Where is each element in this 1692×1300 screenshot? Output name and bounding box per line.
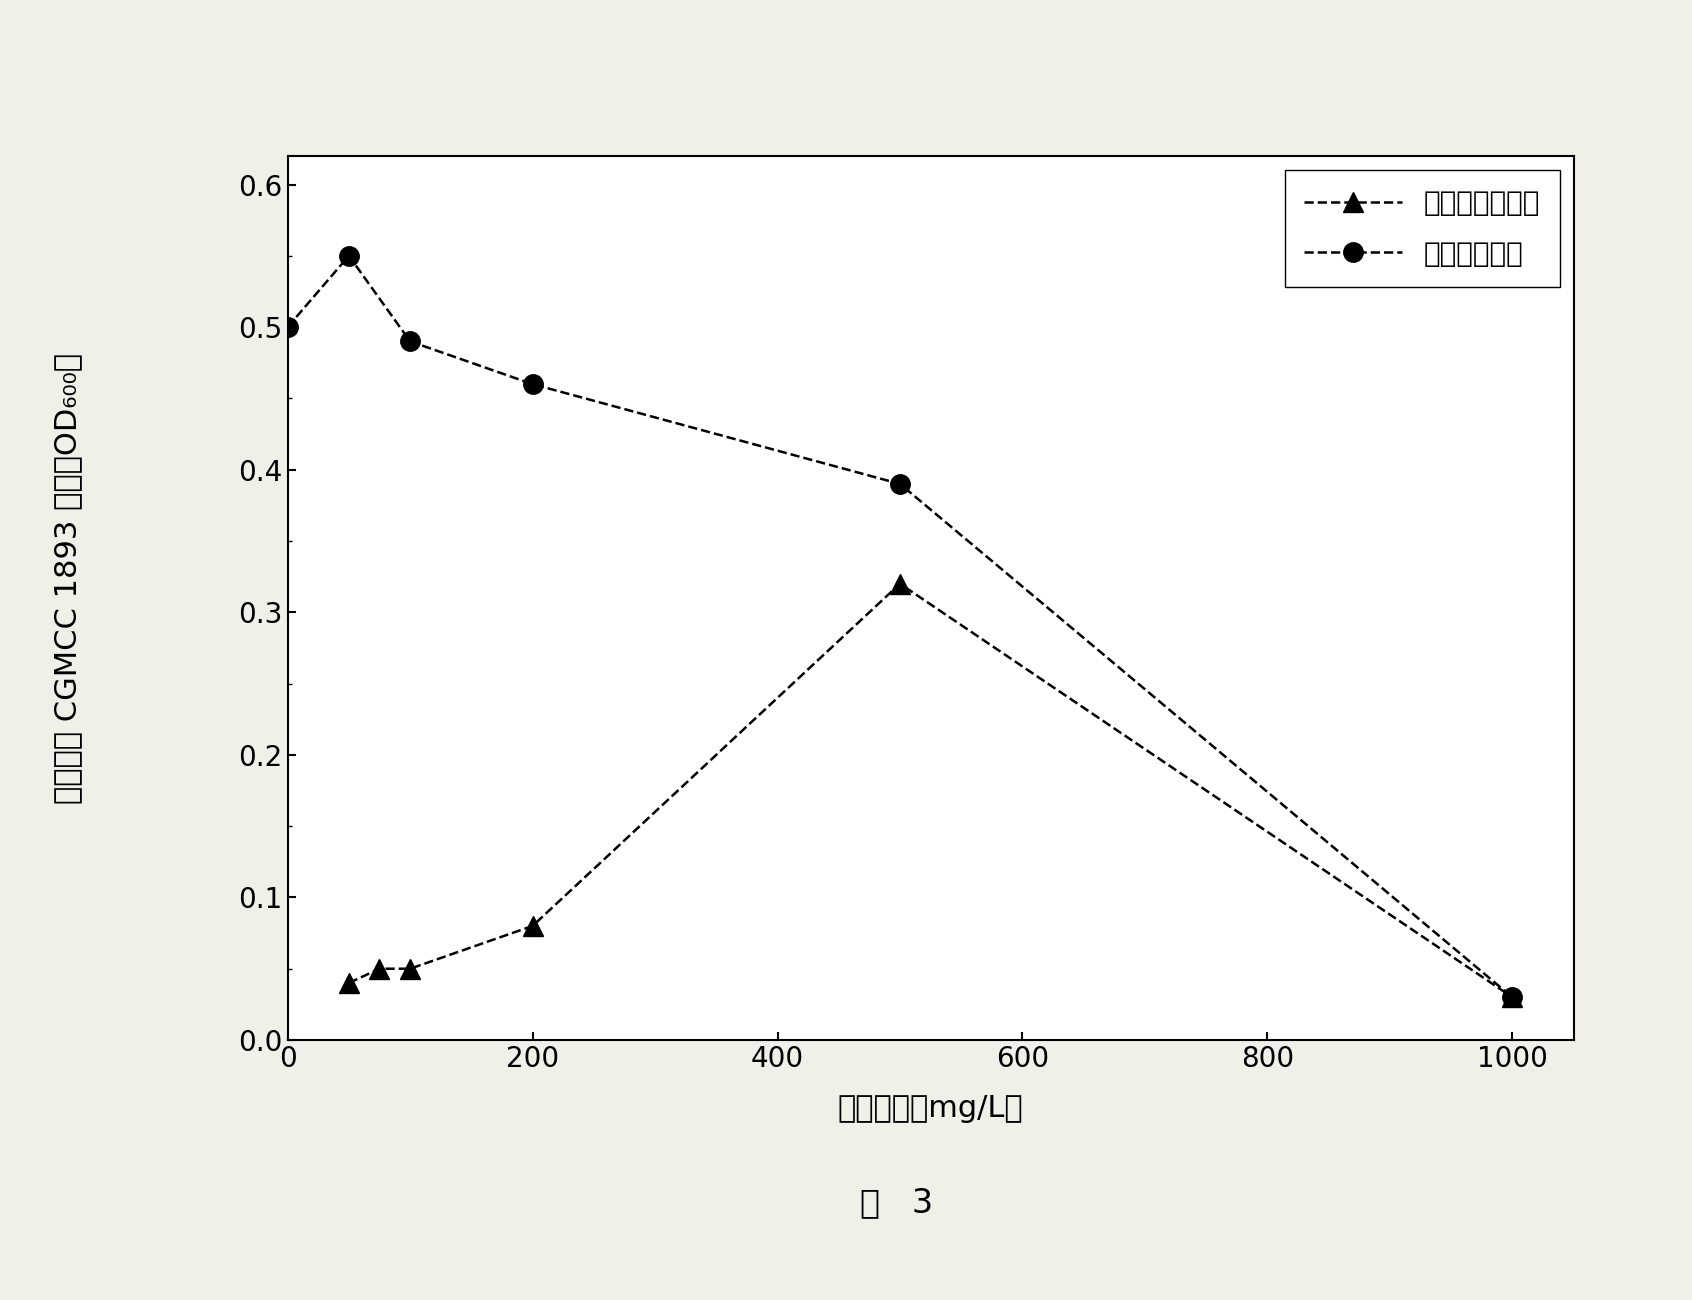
甲烷存在条件 bbox=[890, 476, 910, 491]
甲烷不存在条件 bbox=[338, 975, 359, 991]
Text: 混合菌群 CGMCC 1893 浓度（OD₆₀₀）: 混合菌群 CGMCC 1893 浓度（OD₆₀₀） bbox=[52, 354, 83, 803]
甲烷不存在条件 bbox=[523, 918, 543, 933]
甲烷存在条件 bbox=[399, 334, 420, 350]
Legend: 甲烷不存在条件, 甲烷存在条件: 甲烷不存在条件, 甲烷存在条件 bbox=[1284, 170, 1560, 287]
X-axis label: 苯酚浓度（mg/L）: 苯酚浓度（mg/L） bbox=[838, 1093, 1024, 1123]
甲烷不存在条件 bbox=[369, 961, 389, 976]
甲烷不存在条件 bbox=[890, 576, 910, 592]
甲烷存在条件 bbox=[338, 248, 359, 264]
Line: 甲烷存在条件: 甲烷存在条件 bbox=[277, 246, 1523, 1008]
甲烷存在条件 bbox=[277, 320, 298, 335]
Line: 甲烷不存在条件: 甲烷不存在条件 bbox=[338, 575, 1523, 1008]
甲烷存在条件 bbox=[523, 376, 543, 391]
甲烷不存在条件 bbox=[399, 961, 420, 976]
Text: 图   3: 图 3 bbox=[860, 1186, 934, 1219]
甲烷不存在条件 bbox=[1502, 989, 1523, 1005]
甲烷存在条件 bbox=[1502, 989, 1523, 1005]
